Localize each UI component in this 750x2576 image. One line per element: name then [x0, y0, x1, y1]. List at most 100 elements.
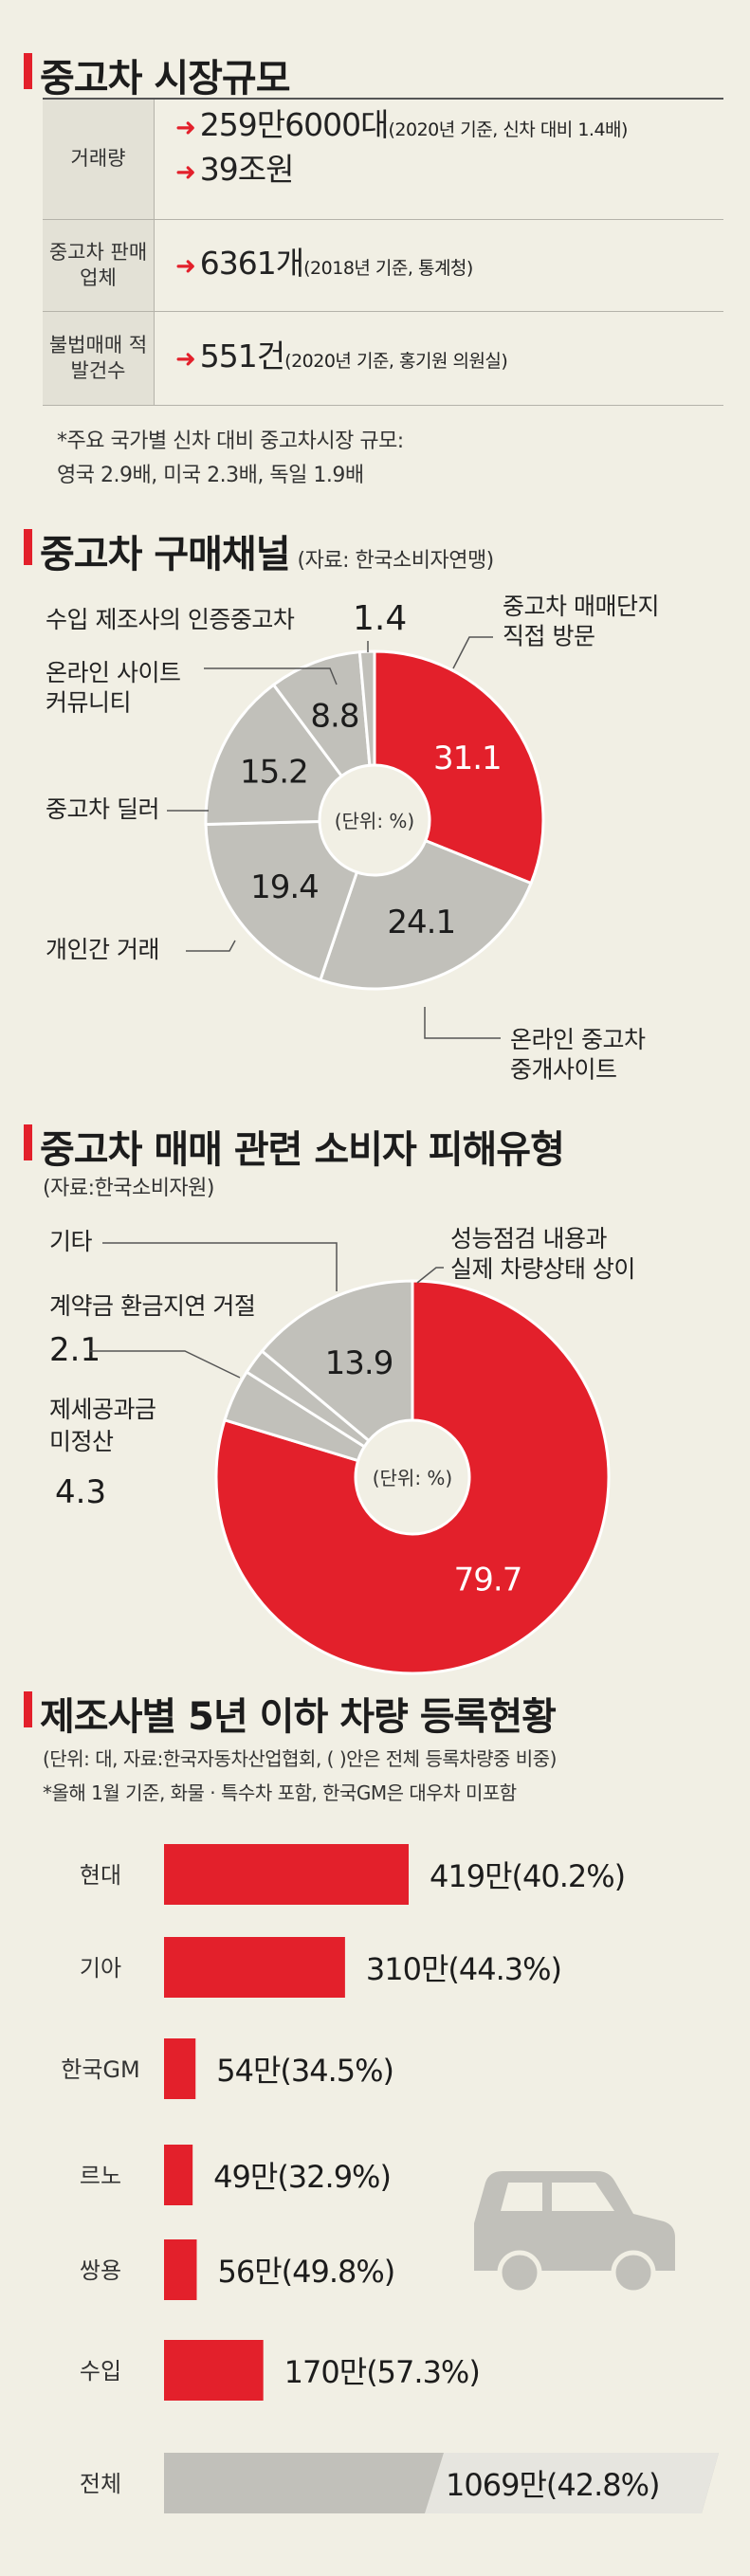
bar-category-label: 전체 — [80, 2471, 121, 2497]
pie-slice — [318, 838, 534, 991]
market-size-table: 거래량 ➜ 259만6000대(2020년 기준, 신차 대비 1.4배) ➜ 39… — [43, 98, 723, 406]
registration-note: *올해 1월 기준, 화물 · 특수차 포함, 한국GM은 대우차 미포함 — [43, 1781, 517, 1804]
arrow-icon: ➜ — [175, 344, 196, 374]
pie-slice — [204, 683, 344, 827]
pie-slice — [357, 649, 376, 767]
slice-value-label: 4.3 — [55, 1473, 106, 1511]
table-row: 중고차 판매업체 ➜ 6361개(2018년 기준, 통계청) — [43, 220, 723, 312]
bar-category-label: 쌍용 — [80, 2257, 121, 2284]
value-text: 6361개 — [199, 244, 304, 282]
title-accent-bar — [24, 529, 32, 565]
value-line: ➜ 39조원 — [175, 150, 723, 192]
leader-line — [102, 1242, 338, 1291]
value-note: (2020년 기준, 홍기원 의원실) — [284, 350, 508, 372]
bar-value-label: 419만(40.2%) — [430, 1858, 625, 1894]
value-note: (2020년 기준, 신차 대비 1.4배) — [388, 119, 629, 140]
bar-chart: 현대 419만(40.2%) 기아 310만(44.3%) 한국GM 54만(34.5%)… — [61, 1844, 719, 2513]
slice-category-label: 성능점검 내용과 실제 차량상태 상이 — [450, 1225, 635, 1283]
market-size-note: *주요 국가별 신차 대비 중고차시장 규모: 영국 2.9배, 미국 2.3배… — [57, 425, 404, 493]
slice-category-label: 중고차 매매단지 직접 방문 — [503, 593, 659, 649]
slice-category-label: 기타 — [49, 1228, 93, 1255]
bar — [164, 2239, 197, 2300]
bar-category-label: 르노 — [80, 2163, 121, 2189]
slice-category-label: 계약금 환금지연 거절 — [49, 1292, 255, 1320]
leader-line — [416, 1267, 444, 1284]
registration-title-text: 제조사별 5년 이하 차량 등록현황 — [40, 1695, 557, 1739]
value-line: ➜ 551건(2020년 기준, 홍기원 의원실) — [175, 337, 508, 381]
value-text: 551건 — [199, 337, 285, 375]
slice-category-label: 중고차 딜러 — [46, 795, 159, 823]
table-row: 거래량 ➜ 259만6000대(2020년 기준, 신차 대비 1.4배) ➜ 39… — [43, 100, 723, 220]
slice-value-label: 8.8 — [310, 698, 358, 736]
bar-category-label: 수입 — [80, 2358, 121, 2384]
purchase-channel-source: (자료: 한국소비자연맹) — [297, 549, 495, 573]
leader-line — [452, 636, 493, 669]
slice-value-label: 24.1 — [387, 904, 455, 941]
row-values: ➜ 6361개(2018년 기준, 통계청) — [155, 220, 723, 311]
value-line: ➜ 259만6000대(2020년 기준, 신차 대비 1.4배) — [175, 105, 723, 150]
row-label: 거래량 — [43, 100, 155, 219]
pie-slice — [204, 819, 359, 982]
bar-value-label: 54만(34.5%) — [216, 2053, 393, 2089]
slice-value-label: 79.7 — [454, 1561, 522, 1599]
bar-label-panel — [425, 2453, 719, 2513]
row-values: ➜ 259만6000대(2020년 기준, 신차 대비 1.4배) ➜ 39조원 — [155, 100, 723, 219]
market-size-title: 중고차 시장규모 — [24, 47, 291, 102]
damage-type-title-text: 중고차 매매 관련 소비자 피해유형 — [40, 1128, 565, 1172]
damage-type-title: 중고차 매매 관련 소비자 피해유형 — [24, 1119, 565, 1174]
table-row: 불법매매 적발건수 ➜ 551건(2020년 기준, 홍기원 의원실) — [43, 312, 723, 406]
pie-slice — [214, 1279, 611, 1675]
slice-value-label: 13.9 — [325, 1344, 393, 1382]
car-icon — [474, 2171, 675, 2295]
bar-value-label: 170만(57.3%) — [284, 2354, 480, 2390]
leader-line — [186, 940, 236, 952]
bar — [164, 2145, 193, 2205]
slice-category-label: 제세공과금 미정산 — [49, 1396, 156, 1455]
registration-source: (단위: 대, 자료:한국자동차산업협회, ( )안은 전체 등록차량중 비중) — [43, 1747, 557, 1770]
purchase-channel-title: 중고차 구매채널 (자료: 한국소비자연맹) — [24, 523, 495, 578]
purchase-channel-title-text: 중고차 구매채널 — [40, 533, 291, 576]
bar — [164, 1937, 345, 1998]
row-label: 불법매매 적발건수 — [43, 312, 155, 405]
value-note: (2018년 기준, 통계청) — [303, 257, 473, 279]
pie-slice — [373, 649, 545, 886]
bar — [164, 2038, 196, 2099]
arrow-icon: ➜ — [175, 158, 196, 187]
arrow-icon: ➜ — [175, 114, 196, 142]
value-line: ➜ 6361개(2018년 기준, 통계청) — [175, 244, 473, 288]
slice-category-label: 온라인 중고차 중개사이트 — [510, 1026, 646, 1083]
value-text: 39조원 — [199, 151, 295, 188]
registration-title: 제조사별 5년 이하 차량 등록현황 — [24, 1686, 557, 1741]
bar-value-label: 310만(44.3%) — [366, 1951, 561, 1987]
bar-value-label: 56만(49.8%) — [217, 2254, 394, 2290]
title-accent-bar — [24, 1124, 32, 1160]
bar-value-label: 1069만(42.8%) — [446, 2467, 660, 2503]
pie-chart-1: 31.1 24.1 19.4 15.28.8 (단위: %) 중고차 매매단지 직접 방문온… — [46, 593, 659, 1083]
title-accent-bar — [24, 1691, 32, 1727]
unit-label: (단위: %) — [335, 810, 415, 832]
row-label: 중고차 판매업체 — [43, 220, 155, 311]
bar-category-label: 기아 — [80, 1955, 121, 1982]
slice-category-label: 수입 제조사의 인증중고차 — [46, 606, 295, 633]
unit-label: (단위: %) — [373, 1467, 453, 1489]
leader-line — [90, 1350, 241, 1379]
slice-value-label: 15.2 — [240, 753, 308, 791]
slice-value-label: 1.4 — [353, 599, 407, 638]
slice-value-label: 31.1 — [433, 740, 502, 777]
bar-value-label: 49만(32.9%) — [213, 2159, 391, 2195]
note-line: *주요 국가별 신차 대비 중고차시장 규모: — [57, 429, 404, 453]
damage-type-source: (자료:한국소비자원) — [43, 1177, 215, 1200]
value-text: 259만6000대 — [199, 106, 390, 143]
bar-category-label: 한국GM — [61, 2056, 139, 2083]
bar — [164, 2340, 264, 2401]
slice-value-label: 19.4 — [250, 868, 319, 906]
slice-category-label: 온라인 사이트 커뮤니티 — [46, 659, 180, 716]
pie-slice — [260, 1279, 414, 1443]
bar — [164, 1844, 409, 1905]
arrow-icon: ➜ — [175, 251, 196, 281]
row-values: ➜ 551건(2020년 기준, 홍기원 의원실) — [155, 312, 723, 405]
note-line: 영국 2.9배, 미국 2.3배, 독일 1.9배 — [57, 464, 364, 487]
bar-category-label: 현대 — [80, 1862, 121, 1889]
